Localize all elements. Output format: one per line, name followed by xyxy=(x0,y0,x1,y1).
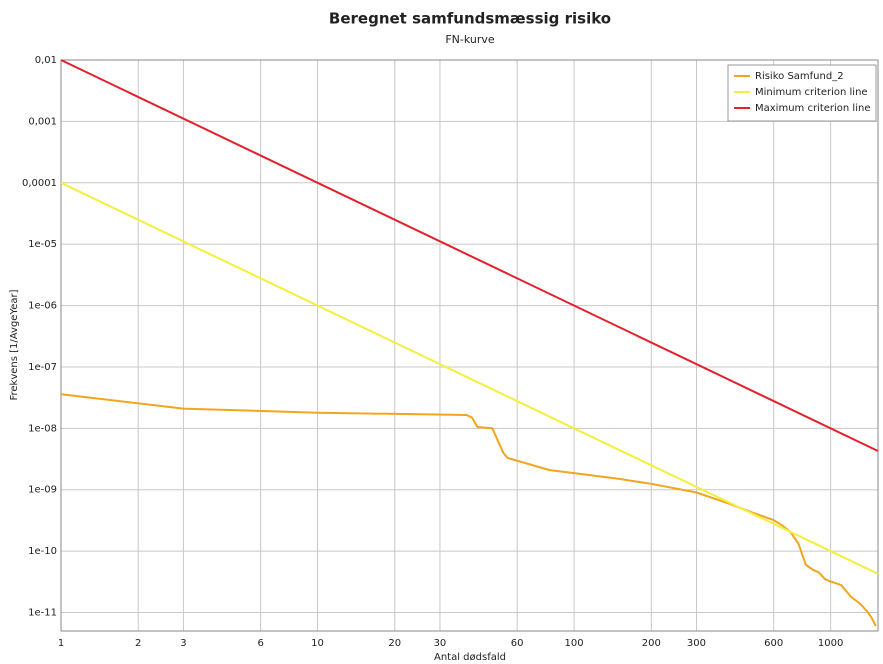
chart-subtitle: FN-kurve xyxy=(445,33,495,46)
x-tick-label: 1000 xyxy=(818,638,843,649)
y-tick-label: 1e-05 xyxy=(28,239,57,250)
series-line xyxy=(60,59,879,452)
y-tick-label: 1e-06 xyxy=(28,301,57,312)
y-tick-label: 1e-09 xyxy=(28,485,57,496)
y-tick-label: 1e-11 xyxy=(28,608,57,619)
y-tick-label: 0,0001 xyxy=(22,178,57,189)
y-tick-label: 1e-10 xyxy=(28,546,57,557)
series-line xyxy=(60,393,877,627)
chart-title: Beregnet samfundsmæssig risiko xyxy=(329,10,611,28)
plot-frame xyxy=(60,59,879,632)
x-tick-label: 3 xyxy=(180,638,186,649)
x-tick-label: 600 xyxy=(764,638,783,649)
x-tick-label: 6 xyxy=(257,638,263,649)
y-tick-label: 0,01 xyxy=(35,55,57,66)
x-tick-label: 1 xyxy=(58,638,64,649)
y-axis-label: Frekvens [1/AvgeYear] xyxy=(9,289,20,400)
legend-label: Maximum criterion line xyxy=(755,103,870,114)
legend-label: Minimum criterion line xyxy=(755,87,868,98)
x-axis-label: Antal dødsfald xyxy=(434,652,506,663)
y-tick-label: 1e-07 xyxy=(28,362,57,373)
y-tick-label: 0,001 xyxy=(28,116,57,127)
x-tick-label: 10 xyxy=(311,638,324,649)
x-tick-label: 100 xyxy=(565,638,584,649)
x-tick-label: 30 xyxy=(434,638,447,649)
legend-label: Risiko Samfund_2 xyxy=(755,71,844,82)
x-tick-label: 200 xyxy=(642,638,661,649)
series-line xyxy=(60,181,879,575)
x-tick-label: 300 xyxy=(687,638,706,649)
x-tick-label: 2 xyxy=(135,638,141,649)
legend-box xyxy=(727,64,877,122)
x-tick-label: 20 xyxy=(388,638,401,649)
y-tick-label: 1e-08 xyxy=(28,423,57,434)
x-tick-label: 60 xyxy=(511,638,524,649)
